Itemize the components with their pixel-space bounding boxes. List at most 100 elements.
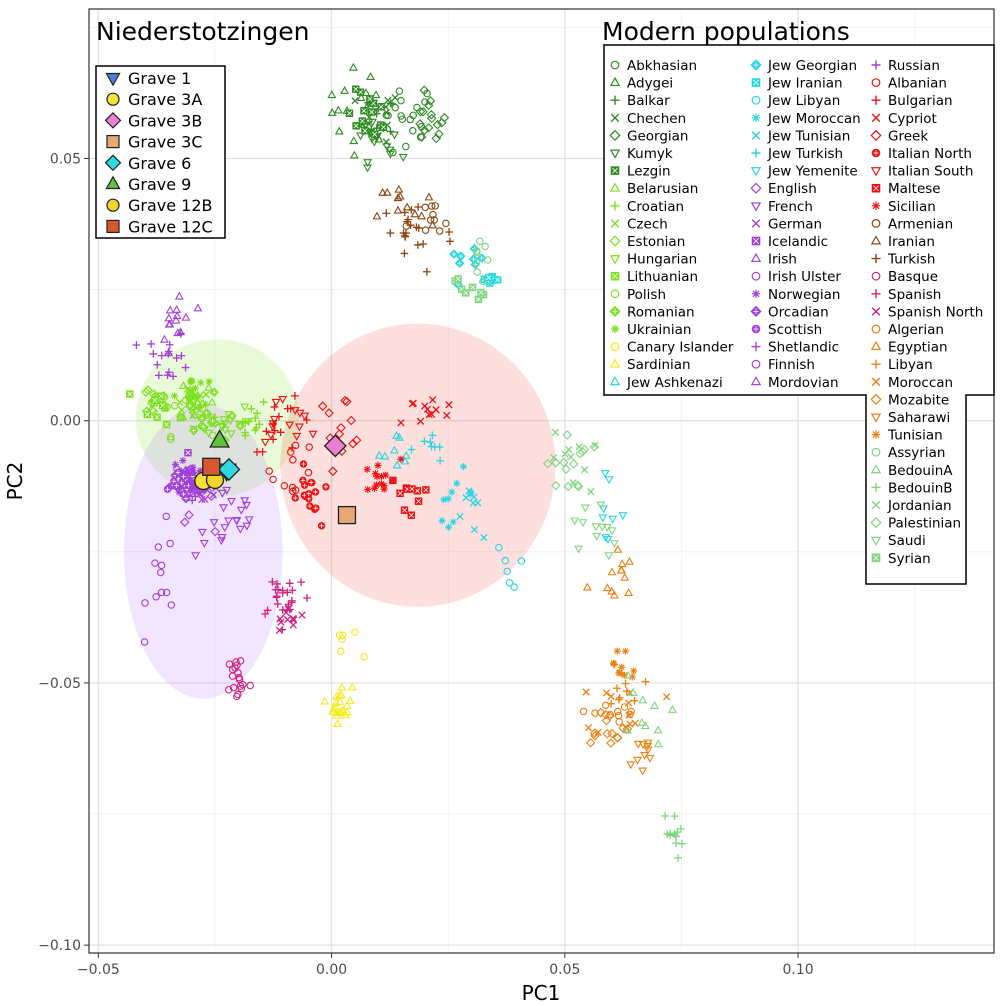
modern-legend-item: Algerian	[871, 322, 944, 338]
modern-legend-label: Egyptian	[888, 340, 948, 356]
point-georgian	[425, 96, 436, 106]
modern-legend-item: Icelandic	[751, 234, 828, 250]
point-egyptian	[609, 590, 619, 599]
point-bedouina	[622, 725, 632, 734]
modern-legend-key-mozabite	[870, 393, 882, 405]
modern-legend-key-estonian	[609, 235, 621, 247]
modern-legend-key-egyptian	[870, 340, 882, 351]
point-bedouinb	[677, 825, 685, 833]
modern-legend-label: Turkish	[887, 252, 935, 268]
point-spanish	[273, 580, 281, 588]
point-jew-ashkenazi	[380, 451, 390, 460]
modern-legend-item: Jew Georgian	[750, 58, 857, 74]
modern-legend-item: Palestinian	[870, 516, 961, 532]
modern-legend-key-georgian	[609, 129, 621, 141]
point-tunisian	[620, 671, 629, 679]
point-russian	[155, 371, 163, 380]
point-sicilian	[380, 481, 388, 490]
modern-legend-item: Mordovian	[750, 375, 839, 391]
point-turkish	[386, 229, 395, 237]
point-albanian	[269, 475, 277, 484]
point-greek	[324, 408, 334, 418]
point-saudi	[597, 523, 607, 532]
point-lezgin	[358, 117, 367, 125]
modern-legend-key-palestinian	[870, 517, 882, 529]
modern-legend-key-abkhasian	[610, 60, 620, 70]
point-cypriot	[408, 400, 417, 408]
point-abkhasian	[409, 126, 417, 135]
modern-legend-label: Albanian	[888, 76, 947, 92]
graves-legend-label: Grave 12B	[128, 196, 213, 215]
point-scottish	[179, 472, 188, 481]
modern-legend-item: BedouinA	[870, 463, 953, 479]
modern-legend-key-bedouinb	[871, 482, 881, 492]
point-georgian	[439, 112, 450, 123]
point-german	[198, 495, 206, 504]
point-french	[236, 506, 246, 515]
modern-legend-label: Adygei	[627, 76, 673, 92]
point-egyptian	[617, 559, 627, 568]
modern-legend-key-romanian	[609, 305, 621, 317]
point-mozabite	[618, 723, 628, 733]
point-canary-islander	[335, 631, 344, 639]
point-spanish	[288, 586, 297, 595]
modern-legend-item: Jew Yemenite	[750, 164, 858, 180]
point-georgian	[423, 100, 434, 111]
point-abkhasian	[398, 115, 407, 123]
point-turkish	[446, 237, 454, 246]
point-croatian	[253, 409, 261, 418]
point-algerian	[613, 707, 622, 716]
point-algerian	[601, 701, 610, 709]
point-balkar	[386, 127, 395, 136]
point-tunisian	[615, 669, 623, 677]
point-norwegian	[196, 467, 204, 475]
modern-legend-key-turkish	[871, 254, 881, 264]
point-palestinian	[563, 481, 573, 492]
modern-legend-key-canary-islander	[610, 342, 620, 352]
grave-point-grave-3b	[323, 434, 347, 458]
point-english	[210, 526, 220, 537]
point-scottish	[172, 482, 181, 490]
point-kumyk	[398, 153, 408, 162]
point-polish	[177, 413, 185, 422]
point-palestinian	[568, 459, 579, 469]
modern-legend-label: Spanish	[888, 287, 941, 303]
point-mordovian	[165, 305, 175, 314]
x-tick-label: 0.10	[782, 962, 813, 978]
point-jew-yemenite	[599, 505, 609, 514]
point-croatian	[259, 398, 268, 406]
grave-point-grave-12c	[202, 457, 221, 476]
point-italian-south	[268, 420, 278, 429]
point-bulgarian	[302, 416, 311, 424]
point-croatian	[247, 404, 256, 413]
point-spanish	[283, 588, 292, 597]
point-sicilian	[364, 486, 372, 494]
x-tick-label: 0.05	[549, 962, 580, 978]
point-polish	[170, 401, 179, 410]
graves-legend-item: Grave 12C	[106, 217, 213, 236]
modern-legend-key-iranian	[870, 235, 882, 245]
modern-population-points	[126, 62, 686, 862]
point-kumyk	[385, 150, 395, 159]
point-jew-ashkenazi	[392, 460, 402, 469]
modern-legend-item: Maltese	[871, 181, 941, 197]
point-libyan	[615, 693, 624, 702]
point-adygei	[348, 62, 358, 71]
point-french	[224, 517, 234, 526]
point-italian-south	[268, 423, 278, 432]
modern-legend-key-lithuanian	[610, 271, 620, 281]
modern-legend-label: Italian North	[888, 146, 972, 162]
point-saudi	[604, 552, 614, 561]
point-italian-north	[299, 476, 307, 485]
modern-legend-item: Lithuanian	[610, 269, 698, 285]
grave-point-grave-9	[209, 429, 231, 448]
point-syrian	[454, 275, 462, 283]
point-spanish	[272, 592, 281, 601]
modern-legend-label: Hungarian	[627, 252, 697, 268]
graves-legend-label: Grave 1	[128, 69, 191, 88]
point-french	[191, 552, 201, 561]
graves-legend-item: Grave 12B	[106, 196, 213, 215]
point-jordanian	[587, 488, 595, 496]
point-estonian	[141, 387, 151, 397]
point-polish	[209, 431, 217, 440]
